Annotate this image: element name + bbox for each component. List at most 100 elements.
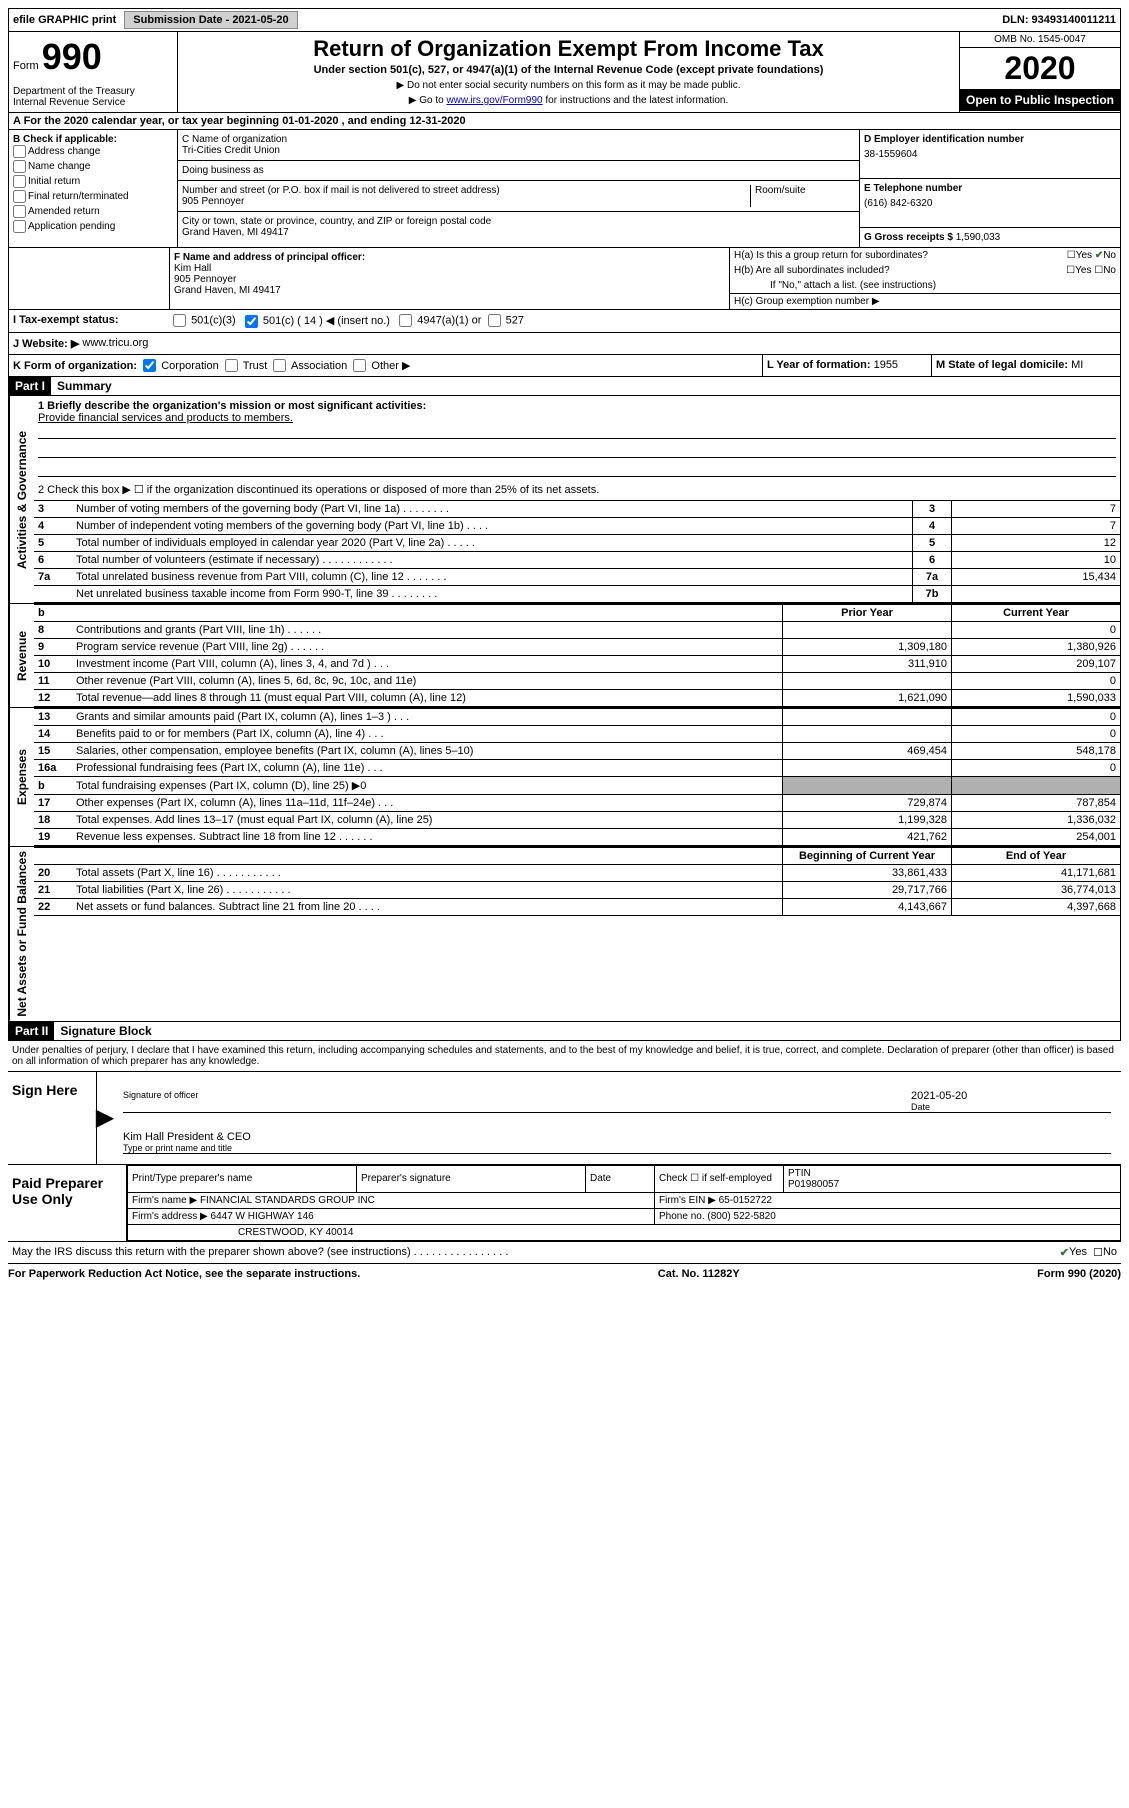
form990-link[interactable]: www.irs.gov/Form990 xyxy=(446,95,542,106)
vside-netassets: Net Assets or Fund Balances xyxy=(9,847,34,1021)
q1-label: 1 Briefly describe the organization's mi… xyxy=(38,400,1116,412)
omb-number: OMB No. 1545-0047 xyxy=(960,32,1120,48)
activities-block: Activities & Governance 1 Briefly descri… xyxy=(8,396,1121,604)
line-a: A For the 2020 calendar year, or tax yea… xyxy=(8,113,1121,130)
revenue-block: Revenue bPrior YearCurrent Year8Contribu… xyxy=(8,604,1121,708)
c-label: C Name of organization xyxy=(182,134,855,145)
netassets-table: Beginning of Current YearEnd of Year20To… xyxy=(34,847,1120,916)
opt-trust[interactable]: Trust xyxy=(225,360,268,372)
vside-activities: Activities & Governance xyxy=(9,396,34,603)
netassets-block: Net Assets or Fund Balances Beginning of… xyxy=(8,847,1121,1022)
revenue-table: bPrior YearCurrent Year8Contributions an… xyxy=(34,604,1120,707)
firm-name: FINANCIAL STANDARDS GROUP INC xyxy=(200,1195,375,1206)
tax-year: 2020 xyxy=(960,48,1120,89)
firm-ein: 65-0152722 xyxy=(719,1195,772,1206)
d-label: D Employer identification number xyxy=(864,134,1116,145)
part1-subtitle: Summary xyxy=(51,379,112,393)
instruction-1: ▶ Do not enter social security numbers o… xyxy=(182,80,955,91)
footer-left: For Paperwork Reduction Act Notice, see … xyxy=(8,1268,360,1280)
sig-date: 2021-05-20 xyxy=(911,1090,1111,1102)
opt-501c3[interactable]: 501(c)(3) xyxy=(173,314,236,328)
efile-label: efile GRAPHIC print xyxy=(13,14,116,26)
form-word: Form xyxy=(13,60,39,72)
check-pending[interactable]: Application pending xyxy=(13,220,173,233)
f-label: F Name and address of principal officer: xyxy=(174,252,365,263)
firm-phone: (800) 522-5820 xyxy=(707,1211,775,1222)
arrow-icon: ▶ xyxy=(96,1103,114,1132)
check-amended[interactable]: Amended return xyxy=(13,205,173,218)
sig-officer-label: Signature of officer xyxy=(123,1090,911,1112)
expenses-block: Expenses 13Grants and similar amounts pa… xyxy=(8,708,1121,847)
opt-corp[interactable]: Corporation xyxy=(143,360,219,372)
expenses-table: 13Grants and similar amounts paid (Part … xyxy=(34,708,1120,846)
form-number: 990 xyxy=(42,36,102,77)
firm-addr1: 6447 W HIGHWAY 146 xyxy=(211,1211,314,1222)
submission-date-button[interactable]: Submission Date - 2021-05-20 xyxy=(124,11,297,29)
opt-527[interactable]: 527 xyxy=(488,314,524,328)
street-cell: Number and street (or P.O. box if mail i… xyxy=(178,181,859,212)
org-name: Tri-Cities Credit Union xyxy=(182,145,855,156)
website-value: www.tricu.org xyxy=(82,337,148,350)
officer-name: Kim Hall President & CEO xyxy=(123,1131,251,1143)
room-label: Room/suite xyxy=(750,185,855,207)
year-formation: 1955 xyxy=(874,359,898,371)
year-box: OMB No. 1545-0047 2020 Open to Public In… xyxy=(959,32,1120,112)
vside-expenses: Expenses xyxy=(9,708,34,846)
col-dg: D Employer identification number 38-1559… xyxy=(859,130,1120,247)
opt-assoc[interactable]: Association xyxy=(273,360,347,372)
street-value: 905 Pennoyer xyxy=(182,196,750,207)
ein-value: 38-1559604 xyxy=(864,145,1116,160)
part2-subtitle: Signature Block xyxy=(54,1024,151,1038)
ha-no-check xyxy=(1095,250,1103,261)
city-cell: City or town, state or province, country… xyxy=(178,212,859,242)
b-label: B Check if applicable: xyxy=(13,134,173,145)
footer-right: Form 990 (2020) xyxy=(1037,1268,1121,1280)
ha-label: H(a) Is this a group return for subordin… xyxy=(734,250,1067,261)
section-b: B Check if applicable: Address change Na… xyxy=(8,130,1121,248)
section-fh: F Name and address of principal officer:… xyxy=(8,248,1121,310)
dln-label: DLN: 93493140011211 xyxy=(1002,14,1116,26)
footer-mid: Cat. No. 11282Y xyxy=(658,1268,740,1280)
part2-header: Part II Signature Block xyxy=(8,1022,1121,1041)
hb-label: H(b) Are all subordinates included? xyxy=(734,265,1066,276)
check-address[interactable]: Address change xyxy=(13,145,173,158)
form-header: Form 990 Department of the Treasury Inte… xyxy=(8,32,1121,113)
sign-here-row: Sign Here ▶ Signature of officer 2021-05… xyxy=(8,1071,1121,1165)
city-value: Grand Haven, MI 49417 xyxy=(182,227,855,238)
dba-cell: Doing business as xyxy=(178,161,859,181)
g-label: G Gross receipts $ xyxy=(864,232,953,243)
discuss-row: May the IRS discuss this return with the… xyxy=(8,1242,1121,1264)
opt-4947[interactable]: 4947(a)(1) or xyxy=(399,314,481,328)
opt-other[interactable]: Other ▶ xyxy=(353,360,410,372)
paid-preparer-label: Paid Preparer Use Only xyxy=(8,1165,127,1241)
line-i: I Tax-exempt status: 501(c)(3) 501(c) ( … xyxy=(8,310,1121,333)
org-name-cell: C Name of organization Tri-Cities Credit… xyxy=(178,130,859,161)
hc-label: H(c) Group exemption number ▶ xyxy=(730,293,1120,309)
activities-table: 3Number of voting members of the governi… xyxy=(34,500,1120,603)
department-label: Department of the Treasury Internal Reve… xyxy=(13,86,173,108)
check-initial[interactable]: Initial return xyxy=(13,175,173,188)
main-title: Return of Organization Exempt From Incom… xyxy=(182,36,955,62)
vside-revenue: Revenue xyxy=(9,604,34,707)
f-cell: F Name and address of principal officer:… xyxy=(170,248,729,309)
instruction-2: ▶ Go to www.irs.gov/Form990 for instruct… xyxy=(182,95,955,106)
officer-address: Kim Hall 905 Pennoyer Grand Haven, MI 49… xyxy=(174,263,725,296)
gross-value: 1,590,033 xyxy=(956,232,1001,243)
inspection-label: Open to Public Inspection xyxy=(960,89,1120,111)
q1-answer: Provide financial services and products … xyxy=(38,412,1116,424)
declaration-text: Under penalties of perjury, I declare th… xyxy=(8,1041,1121,1071)
preparer-table: Print/Type preparer's name Preparer's si… xyxy=(127,1165,1121,1241)
opt-501c[interactable]: 501(c) ( 14 ) ◀ (insert no.) xyxy=(245,314,390,328)
q2-label: 2 Check this box ▶ ☐ if the organization… xyxy=(38,483,1116,496)
part1-badge: Part I xyxy=(9,377,51,395)
check-final[interactable]: Final return/terminated xyxy=(13,190,173,203)
form-number-box: Form 990 Department of the Treasury Inte… xyxy=(9,32,178,112)
footer: For Paperwork Reduction Act Notice, see … xyxy=(8,1264,1121,1284)
state-domicile: MI xyxy=(1071,359,1083,371)
hb-note: If "No," attach a list. (see instruction… xyxy=(730,278,1120,293)
check-name[interactable]: Name change xyxy=(13,160,173,173)
firm-addr2: CRESTWOOD, KY 40014 xyxy=(128,1224,1121,1240)
col-b-checks: B Check if applicable: Address change Na… xyxy=(9,130,178,247)
col-org: C Name of organization Tri-Cities Credit… xyxy=(178,130,859,247)
discuss-yes-check xyxy=(1060,1246,1069,1259)
